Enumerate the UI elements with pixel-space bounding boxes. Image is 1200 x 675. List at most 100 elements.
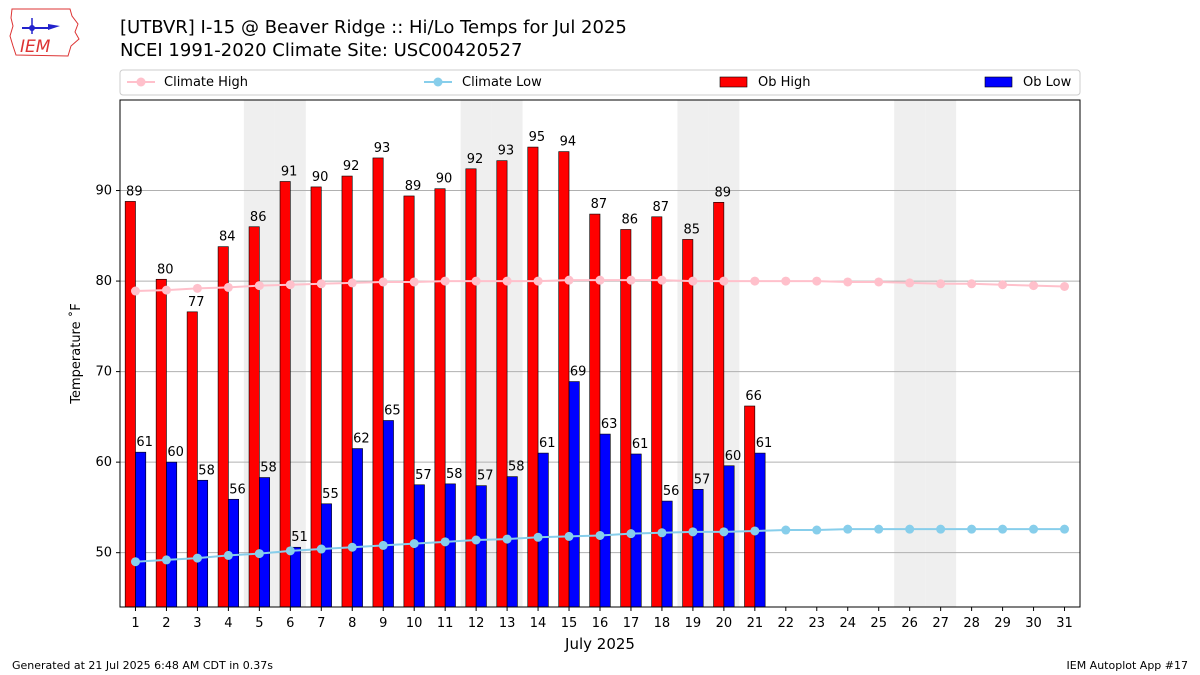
x-tick-label: 12 (468, 616, 485, 631)
x-axis-label: July 2025 (564, 635, 635, 653)
climate-low-point (750, 526, 760, 536)
ob-low-label: 57 (694, 472, 711, 487)
climate-low-point (471, 535, 481, 545)
climate-high-point (750, 276, 760, 286)
climate-low-point (874, 524, 884, 534)
ob-low-label: 63 (601, 417, 618, 432)
ob-high-label: 66 (745, 389, 762, 404)
x-tick-label: 4 (224, 616, 232, 631)
climate-high-point (1029, 281, 1039, 291)
climate-high-point (440, 276, 450, 286)
climate-high-point (192, 283, 202, 293)
climate-high-point (223, 282, 233, 292)
ob-high-label: 86 (622, 212, 639, 227)
climate-low-point (719, 527, 729, 537)
ob-high-label: 90 (312, 170, 329, 185)
climate-high-point (378, 277, 388, 287)
x-tick-label: 18 (654, 616, 671, 631)
legend-box (119, 69, 1081, 96)
x-tick-label: 9 (379, 616, 387, 631)
ob-high-label: 85 (683, 222, 700, 237)
ob-low-label: 61 (539, 436, 556, 451)
climate-high-point (254, 281, 264, 291)
climate-low-point (1029, 524, 1039, 534)
ob-low-label: 57 (415, 468, 432, 483)
iem-logo: IEM (8, 6, 82, 64)
x-tick-label: 31 (1056, 616, 1073, 631)
climate-low-point (440, 537, 450, 547)
ob-high-bar (651, 216, 663, 608)
ob-high-label: 94 (560, 135, 577, 150)
climate-low-point (347, 542, 357, 552)
ob-high-label: 86 (250, 210, 267, 225)
climate-low-point (254, 549, 264, 559)
legend-ob-high-swatch (719, 76, 748, 88)
weekend-shade (925, 100, 957, 607)
x-tick-label: 5 (255, 616, 263, 631)
ob-low-label: 56 (229, 482, 246, 497)
y-axis-label: Temperature ˚F (68, 303, 84, 404)
climate-low-point (781, 525, 791, 535)
climate-low-point (905, 524, 915, 534)
ob-low-label: 60 (167, 445, 184, 460)
ob-low-bar (290, 546, 301, 608)
ob-high-bar (279, 181, 291, 608)
ob-low-label: 56 (663, 484, 680, 499)
climate-high-point (1060, 282, 1070, 292)
climate-high-point (874, 277, 884, 287)
ob-high-label: 77 (188, 295, 205, 310)
ob-low-bar (661, 500, 673, 608)
ob-high-bar (744, 405, 756, 608)
climate-low-point (812, 525, 822, 535)
climate-low-point (1060, 524, 1070, 534)
ob-low-label: 69 (570, 365, 587, 380)
legend-ob-high-label: Ob High (758, 75, 811, 90)
ob-high-bar (589, 213, 601, 608)
ob-high-bar (372, 157, 384, 608)
ob-low-label: 62 (353, 432, 370, 447)
x-tick-label: 7 (317, 616, 325, 631)
ob-low-label: 55 (322, 487, 339, 502)
climate-low-point (533, 532, 543, 542)
ob-low-label: 65 (384, 403, 401, 418)
x-tick-label: 10 (406, 616, 423, 631)
y-tick-label: 60 (95, 455, 112, 470)
ob-high-label: 87 (591, 197, 608, 212)
ob-low-label: 58 (508, 460, 525, 475)
ob-low-bar (723, 465, 735, 608)
ob-low-bar (537, 452, 549, 608)
x-tick-label: 3 (193, 616, 201, 631)
ob-high-label: 92 (343, 159, 360, 174)
climate-low-point (161, 555, 171, 565)
climate-high-point (564, 275, 574, 285)
x-tick-label: 8 (348, 616, 356, 631)
x-tick-label: 15 (561, 616, 578, 631)
ob-low-label: 58 (198, 463, 215, 478)
climate-low-point (595, 530, 605, 540)
x-tick-label: 1 (131, 616, 139, 631)
ob-low-bar (320, 503, 332, 608)
climate-low-point (688, 527, 698, 537)
ob-low-label: 60 (725, 449, 742, 464)
climate-low-point (316, 544, 326, 554)
climate-high-point (409, 277, 419, 287)
chart-title: [UTBVR] I-15 @ Beaver Ridge :: Hi/Lo Tem… (120, 17, 627, 38)
climate-low-point (626, 529, 636, 539)
climate-high-point (285, 280, 295, 290)
climate-low-point (657, 528, 667, 538)
climate-high-point (843, 277, 853, 287)
x-tick-label: 14 (530, 616, 547, 631)
y-tick-label: 70 (95, 365, 112, 380)
ob-low-label: 51 (291, 530, 308, 545)
ob-high-bar (713, 202, 725, 608)
x-tick-label: 16 (592, 616, 609, 631)
legend-ob-low-swatch (984, 76, 1013, 88)
y-tick-label: 90 (95, 184, 112, 199)
ob-high-label: 80 (157, 262, 174, 277)
ob-low-label: 61 (756, 436, 773, 451)
ob-low-bar (692, 489, 704, 608)
climate-low-point (223, 550, 233, 560)
ob-low-label: 58 (446, 467, 463, 482)
climate-high-point (905, 278, 915, 288)
climate-low-point (130, 557, 140, 567)
